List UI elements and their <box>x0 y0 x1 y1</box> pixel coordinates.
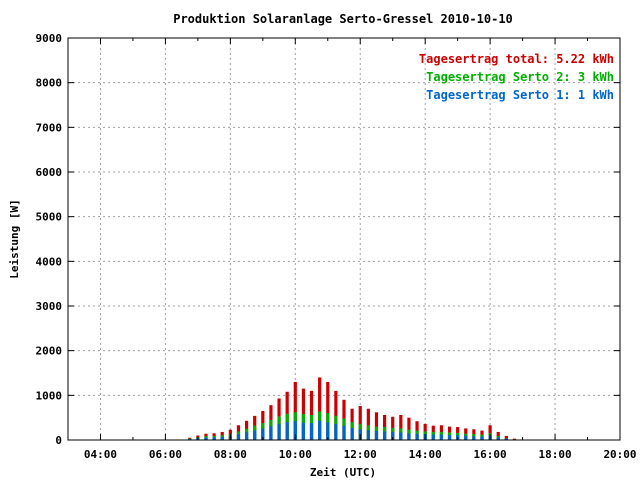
x-tick-label: 20:00 <box>603 448 636 461</box>
bar-serto-1 <box>334 423 338 440</box>
grid <box>68 38 620 440</box>
bar-total <box>334 390 338 440</box>
bar-total <box>318 377 322 440</box>
y-tick-label: 4000 <box>36 255 63 268</box>
x-tick-label: 12:00 <box>344 448 377 461</box>
y-tick-label: 3000 <box>36 300 63 313</box>
bar-serto-1 <box>277 423 281 440</box>
bar-serto-1 <box>431 434 435 440</box>
bar-serto-1 <box>480 436 484 440</box>
bar-serto-1 <box>326 422 330 440</box>
bar-serto-1 <box>447 435 452 440</box>
bar-serto-1 <box>261 428 265 440</box>
y-tick-label: 5000 <box>36 211 63 224</box>
bar-serto-1 <box>253 430 257 440</box>
bar-serto-1 <box>464 435 468 440</box>
bar-total <box>366 408 370 440</box>
bar-serto-1 <box>382 431 387 440</box>
y-tick-label: 0 <box>55 434 62 447</box>
bar-serto-1 <box>204 437 208 440</box>
x-tick-label: 10:00 <box>279 448 312 461</box>
chart-title: Produktion Solaranlage Serto-Gressel 201… <box>173 12 513 26</box>
y-tick-label: 6000 <box>36 166 63 179</box>
bar-serto-1 <box>244 432 249 440</box>
y-tick-label: 1000 <box>36 389 63 402</box>
bar-total <box>293 381 297 440</box>
bar-total <box>504 435 508 440</box>
bar-serto-1 <box>342 425 346 440</box>
bar-total <box>374 412 379 440</box>
legend-entry: Tagesertrag Serto 1: 1 kWh <box>426 88 614 102</box>
bar-serto-1 <box>220 436 224 440</box>
bar-serto-1 <box>407 433 411 440</box>
bar-serto-1 <box>496 437 500 440</box>
y-tick-label: 9000 <box>36 32 63 45</box>
bar-serto-1 <box>285 422 289 440</box>
bar-serto-1 <box>472 436 476 440</box>
x-tick-label: 18:00 <box>538 448 571 461</box>
bar-serto-1 <box>293 421 297 440</box>
bar-total <box>407 417 411 440</box>
axis-ticks <box>67 37 621 441</box>
bar-serto-1 <box>236 434 241 440</box>
bar-serto-1 <box>439 434 444 440</box>
bar-serto-1 <box>415 433 419 440</box>
bar-serto-1 <box>391 431 395 440</box>
bars <box>188 377 517 440</box>
bar-total <box>326 381 330 440</box>
x-axis-label: Zeit (UTC) <box>310 466 376 479</box>
y-tick-label: 8000 <box>36 77 63 90</box>
legend-entry: Tagesertrag total: 5.22 kWh <box>419 52 614 66</box>
bar-serto-1 <box>366 430 370 440</box>
bar-total <box>358 406 362 440</box>
bar-serto-1 <box>269 426 273 440</box>
bar-serto-1 <box>301 422 306 440</box>
y-tick-label: 7000 <box>36 121 63 134</box>
x-tick-label: 14:00 <box>409 448 442 461</box>
bar-serto-1 <box>309 423 314 440</box>
bar-serto-1 <box>504 438 508 440</box>
bar-serto-1 <box>399 432 403 440</box>
y-tick-labels: 0 1000 2000 3000 4000 5000 6000 7000 8000 9000 <box>36 32 63 447</box>
x-tick-label: 04:00 <box>84 448 117 461</box>
bar-serto-1 <box>212 437 216 440</box>
bar-serto-1 <box>374 431 379 440</box>
x-tick-labels: 04:00 06:00 08:00 10:00 12:00 14:00 16:00 18:00… <box>84 448 637 461</box>
legend-entry: Tagesertrag Serto 2: 3 kWh <box>426 70 614 84</box>
y-tick-label: 2000 <box>36 345 63 358</box>
bar-total <box>488 425 492 440</box>
bar-serto-1 <box>350 427 354 440</box>
bar-serto-1 <box>318 420 322 440</box>
legend: Tagesertrag total: 5.22 kWh Tagesertrag S… <box>419 52 614 102</box>
plot-frame <box>67 37 621 441</box>
bar-total <box>399 414 403 440</box>
bar-total <box>496 431 500 440</box>
x-tick-label: 08:00 <box>214 448 247 461</box>
x-tick-label: 06:00 <box>149 448 182 461</box>
x-tick-label: 16:00 <box>474 448 507 461</box>
y-axis-label: Leistung [W] <box>8 199 21 278</box>
